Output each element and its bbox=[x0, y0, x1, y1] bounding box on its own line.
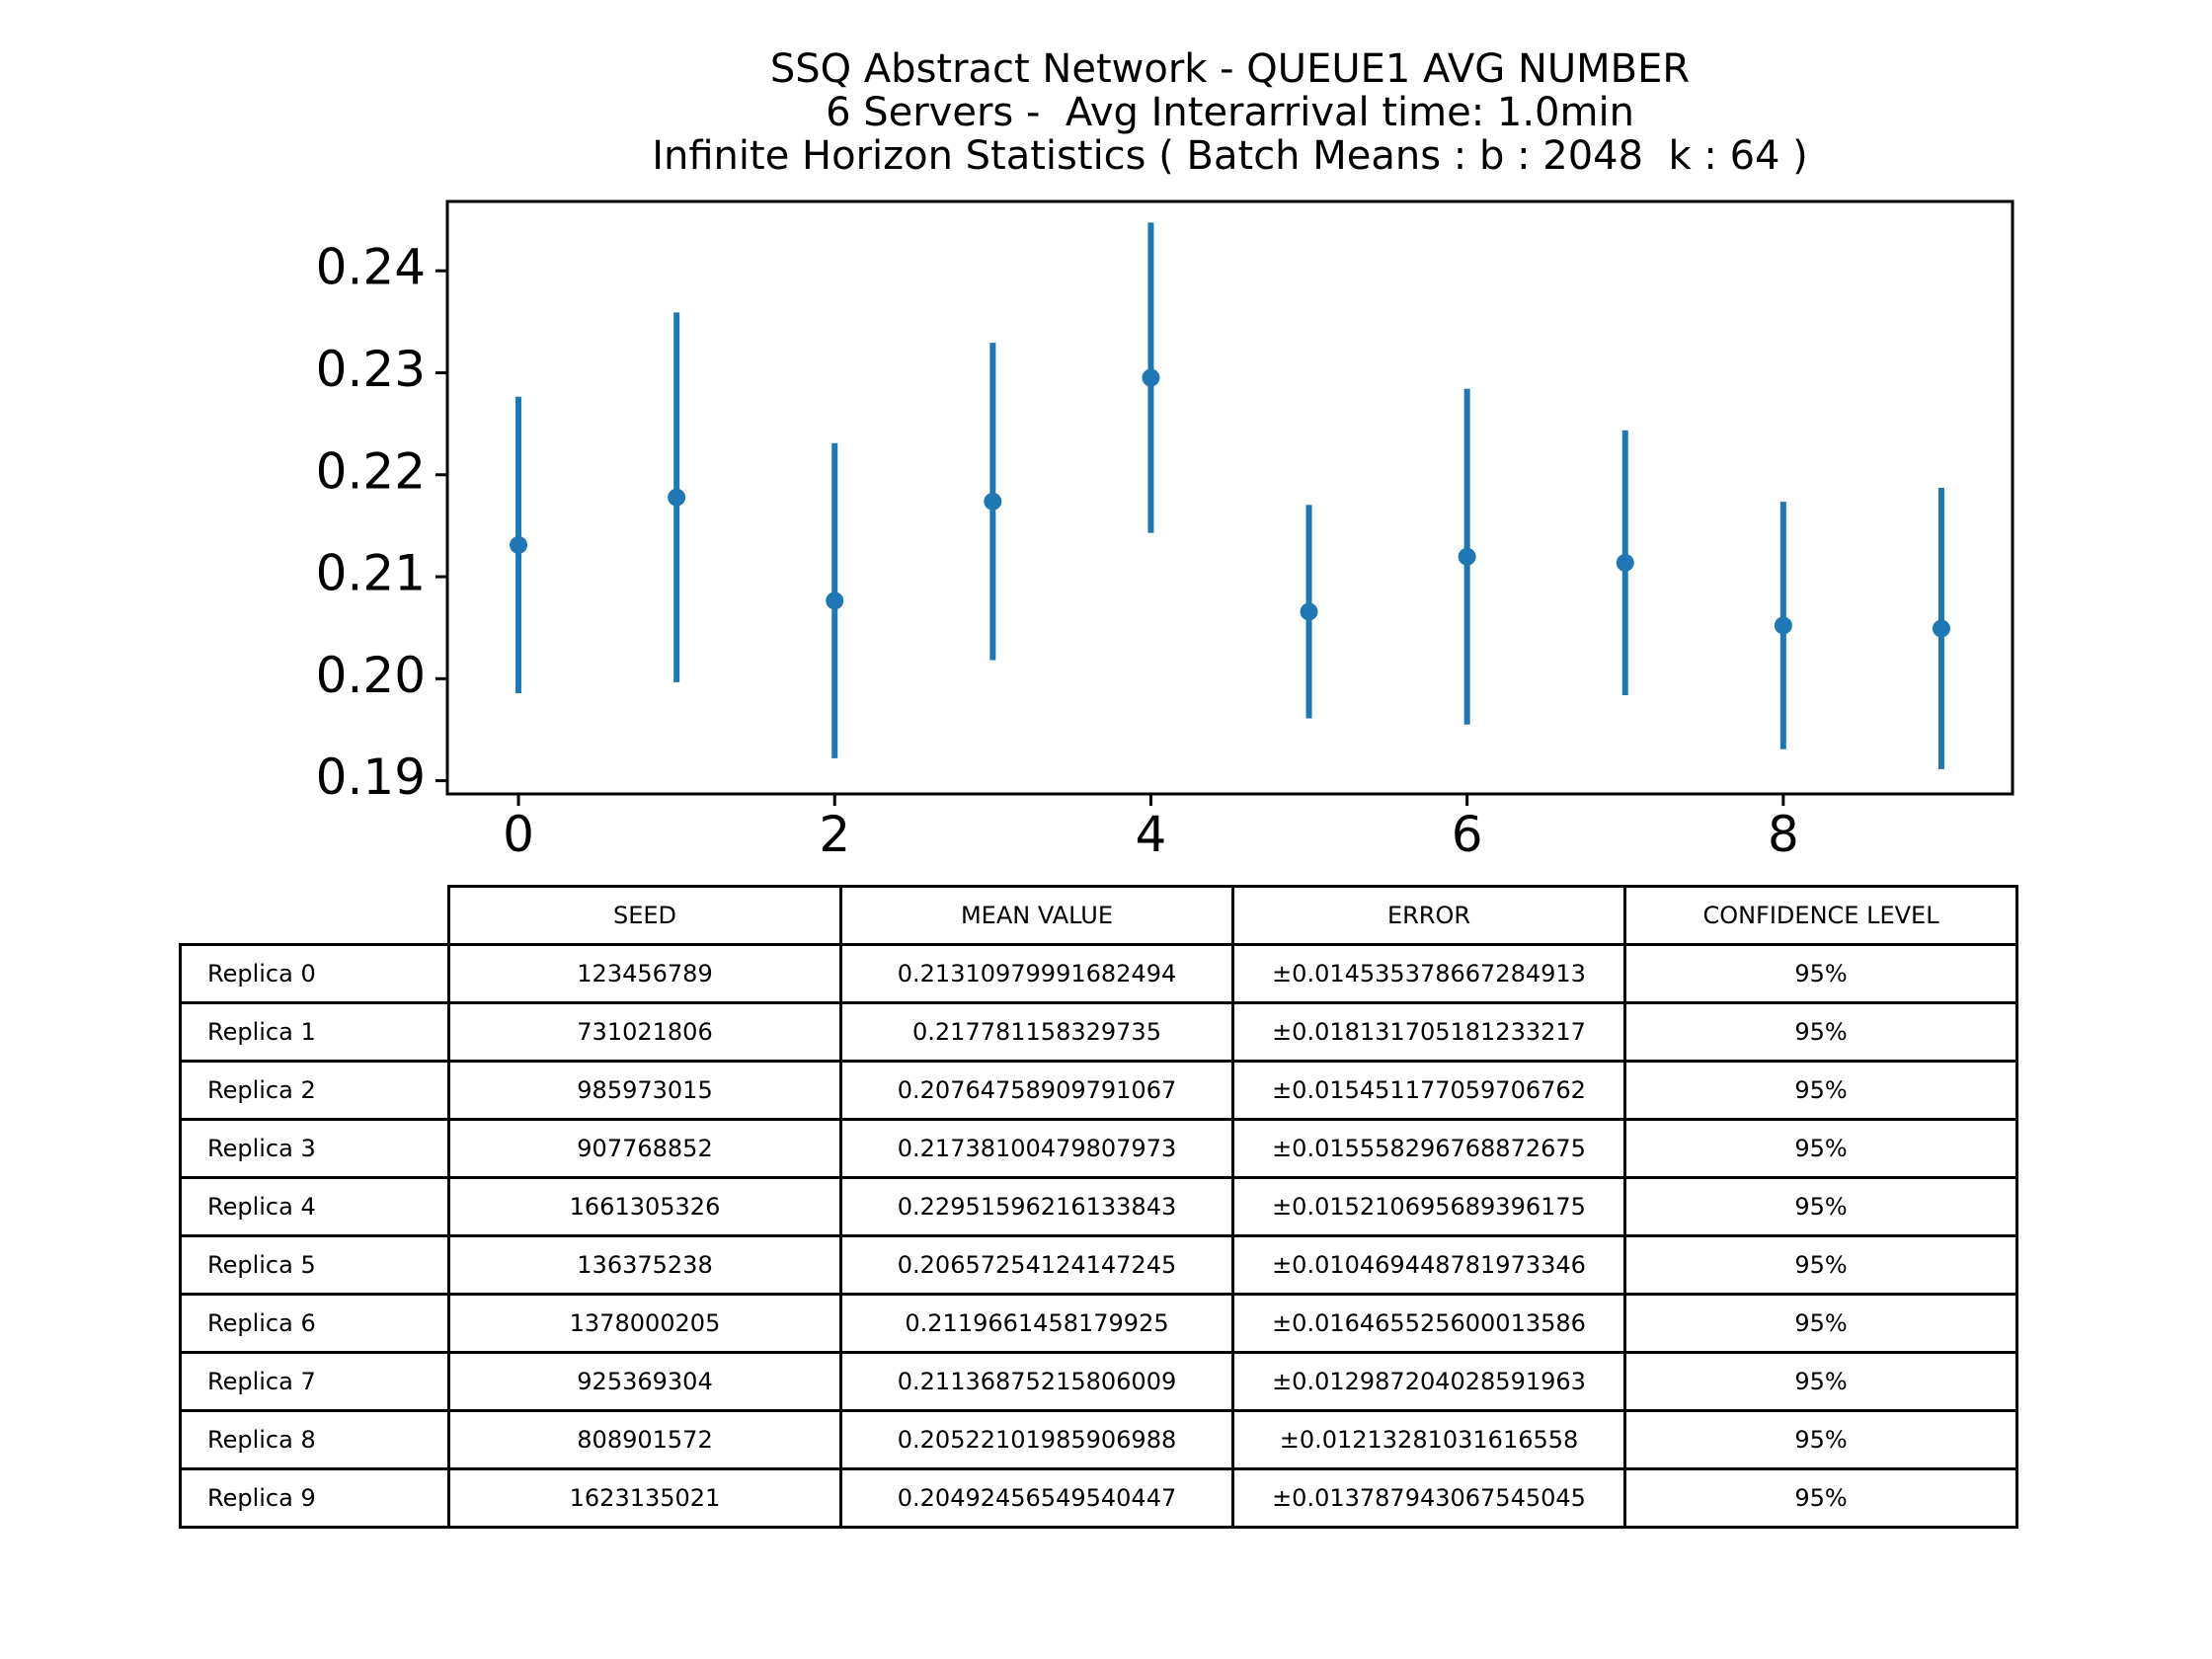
row-label: Replica 5 bbox=[179, 1234, 450, 1296]
column-header-error: ERROR bbox=[1231, 885, 1626, 946]
table-row: Replica 0 123456789 0.21310979991682494 … bbox=[179, 943, 2018, 1004]
error-cell: ±0.018131705181233217 bbox=[1231, 1001, 1626, 1063]
y-tick-label: 0.24 bbox=[316, 239, 426, 296]
y-tick-label: 0.22 bbox=[316, 442, 426, 500]
x-tick-label: 8 bbox=[1768, 806, 1799, 863]
table-row: Replica 7 925369304 0.21136875215806009 … bbox=[179, 1351, 2018, 1412]
error-cell: ±0.016465525600013586 bbox=[1231, 1293, 1626, 1354]
table-row: Replica 1 731021806 0.217781158329735 ±0… bbox=[179, 1001, 2018, 1063]
seed-cell: 1378000205 bbox=[447, 1293, 842, 1354]
data-point bbox=[510, 535, 528, 554]
x-tick-label: 0 bbox=[503, 806, 534, 863]
seed-cell: 925369304 bbox=[447, 1351, 842, 1412]
confidence-level-cell: 95% bbox=[1623, 1118, 2018, 1179]
row-label: Replica 1 bbox=[179, 1001, 450, 1063]
confidence-level-cell: 95% bbox=[1623, 1001, 2018, 1063]
column-header-confidence-level: CONFIDENCE LEVEL bbox=[1623, 885, 2018, 946]
mean-value-cell: 0.2119661458179925 bbox=[839, 1293, 1234, 1354]
y-axis: 0.19 0.20 0.21 0.22 0.23 0.24 bbox=[316, 239, 447, 806]
data-point bbox=[668, 488, 686, 507]
table-row: Replica 8 808901572 0.20522101985906988 … bbox=[179, 1409, 2018, 1470]
data-point bbox=[984, 492, 1002, 511]
table-row: Replica 2 985973015 0.20764758909791067 … bbox=[179, 1060, 2018, 1121]
error-cell: ±0.01213281031616558 bbox=[1231, 1409, 1626, 1470]
seed-cell: 808901572 bbox=[447, 1409, 842, 1470]
seed-cell: 907768852 bbox=[447, 1118, 842, 1179]
table-header-row: SEED MEAN VALUE ERROR CONFIDENCE LEVEL bbox=[180, 885, 2018, 946]
y-tick-label: 0.23 bbox=[316, 341, 426, 398]
row-label: Replica 7 bbox=[179, 1351, 450, 1412]
y-tick-label: 0.20 bbox=[316, 647, 426, 704]
row-label: Replica 4 bbox=[179, 1176, 450, 1237]
chart-title-line-3: Infinite Horizon Statistics ( Batch Mean… bbox=[652, 133, 1808, 179]
mean-value-cell: 0.21136875215806009 bbox=[839, 1351, 1234, 1412]
confidence-level-cell: 95% bbox=[1623, 1293, 2018, 1354]
seed-cell: 1623135021 bbox=[447, 1467, 842, 1529]
mean-value-cell: 0.20522101985906988 bbox=[839, 1409, 1234, 1470]
error-cell: ±0.014535378667284913 bbox=[1231, 943, 1626, 1004]
column-header-seed: SEED bbox=[447, 885, 842, 946]
error-cell: ±0.013787943067545045 bbox=[1231, 1467, 1626, 1529]
x-tick-label: 6 bbox=[1452, 806, 1483, 863]
row-label: Replica 9 bbox=[179, 1467, 450, 1529]
data-series bbox=[510, 222, 1950, 769]
data-point bbox=[1932, 619, 1950, 638]
mean-value-cell: 0.20657254124147245 bbox=[839, 1234, 1234, 1296]
error-cell: ±0.012987204028591963 bbox=[1231, 1351, 1626, 1412]
seed-cell: 123456789 bbox=[447, 943, 842, 1004]
chart-title-line-1: SSQ Abstract Network - QUEUE1 AVG NUMBER bbox=[769, 46, 1691, 92]
plot-area-frame bbox=[445, 199, 2014, 796]
table-row: Replica 6 1378000205 0.2119661458179925 … bbox=[179, 1293, 2018, 1354]
table-row: Replica 9 1623135021 0.20492456549540447… bbox=[179, 1467, 2018, 1529]
row-label: Replica 2 bbox=[179, 1060, 450, 1121]
error-cell: ±0.015210695689396175 bbox=[1231, 1176, 1626, 1237]
seed-cell: 731021806 bbox=[447, 1001, 842, 1063]
mean-value-cell: 0.21310979991682494 bbox=[839, 943, 1234, 1004]
data-point bbox=[1616, 553, 1634, 572]
data-point bbox=[1300, 602, 1318, 621]
table-corner-cell bbox=[180, 886, 450, 946]
error-cell: ±0.015451177059706762 bbox=[1231, 1060, 1626, 1121]
table-row: Replica 5 136375238 0.20657254124147245 … bbox=[179, 1234, 2018, 1296]
row-label: Replica 0 bbox=[179, 943, 450, 1004]
data-point bbox=[826, 592, 844, 610]
data-point bbox=[1458, 547, 1476, 566]
mean-value-cell: 0.21738100479807973 bbox=[839, 1118, 1234, 1179]
errorbar-chart: 0.19 0.20 0.21 0.22 0.23 0.24 0 2 4 6 8 bbox=[316, 199, 2014, 863]
confidence-level-cell: 95% bbox=[1623, 943, 2018, 1004]
x-tick-label: 2 bbox=[819, 806, 850, 863]
mean-value-cell: 0.20764758909791067 bbox=[839, 1060, 1234, 1121]
x-axis: 0 2 4 6 8 bbox=[503, 794, 1799, 863]
error-cell: ±0.010469448781973346 bbox=[1231, 1234, 1626, 1296]
data-point bbox=[1774, 616, 1792, 635]
mean-value-cell: 0.217781158329735 bbox=[839, 1001, 1234, 1063]
confidence-level-cell: 95% bbox=[1623, 1467, 2018, 1529]
seed-cell: 136375238 bbox=[447, 1234, 842, 1296]
y-tick-label: 0.21 bbox=[316, 545, 426, 602]
mean-value-cell: 0.20492456549540447 bbox=[839, 1467, 1234, 1529]
row-label: Replica 6 bbox=[179, 1293, 450, 1354]
row-label: Replica 8 bbox=[179, 1409, 450, 1470]
seed-cell: 985973015 bbox=[447, 1060, 842, 1121]
confidence-level-cell: 95% bbox=[1623, 1234, 2018, 1296]
table-row: Replica 3 907768852 0.21738100479807973 … bbox=[179, 1118, 2018, 1179]
seed-cell: 1661305326 bbox=[447, 1176, 842, 1237]
column-header-mean-value: MEAN VALUE bbox=[839, 885, 1234, 946]
row-label: Replica 3 bbox=[179, 1118, 450, 1179]
table-row: Replica 4 1661305326 0.22951596216133843… bbox=[179, 1176, 2018, 1237]
results-table: SEED MEAN VALUE ERROR CONFIDENCE LEVEL R… bbox=[179, 885, 2018, 1529]
confidence-level-cell: 95% bbox=[1623, 1060, 2018, 1121]
x-tick-label: 4 bbox=[1136, 806, 1167, 863]
confidence-level-cell: 95% bbox=[1623, 1351, 2018, 1412]
data-point bbox=[1142, 368, 1160, 387]
chart-title-line-2: 6 Servers - Avg Interarrival time: 1.0mi… bbox=[826, 90, 1634, 135]
confidence-level-cell: 95% bbox=[1623, 1409, 2018, 1470]
mean-value-cell: 0.22951596216133843 bbox=[839, 1176, 1234, 1237]
error-cell: ±0.015558296768872675 bbox=[1231, 1118, 1626, 1179]
y-tick-label: 0.19 bbox=[316, 749, 426, 806]
confidence-level-cell: 95% bbox=[1623, 1176, 2018, 1237]
